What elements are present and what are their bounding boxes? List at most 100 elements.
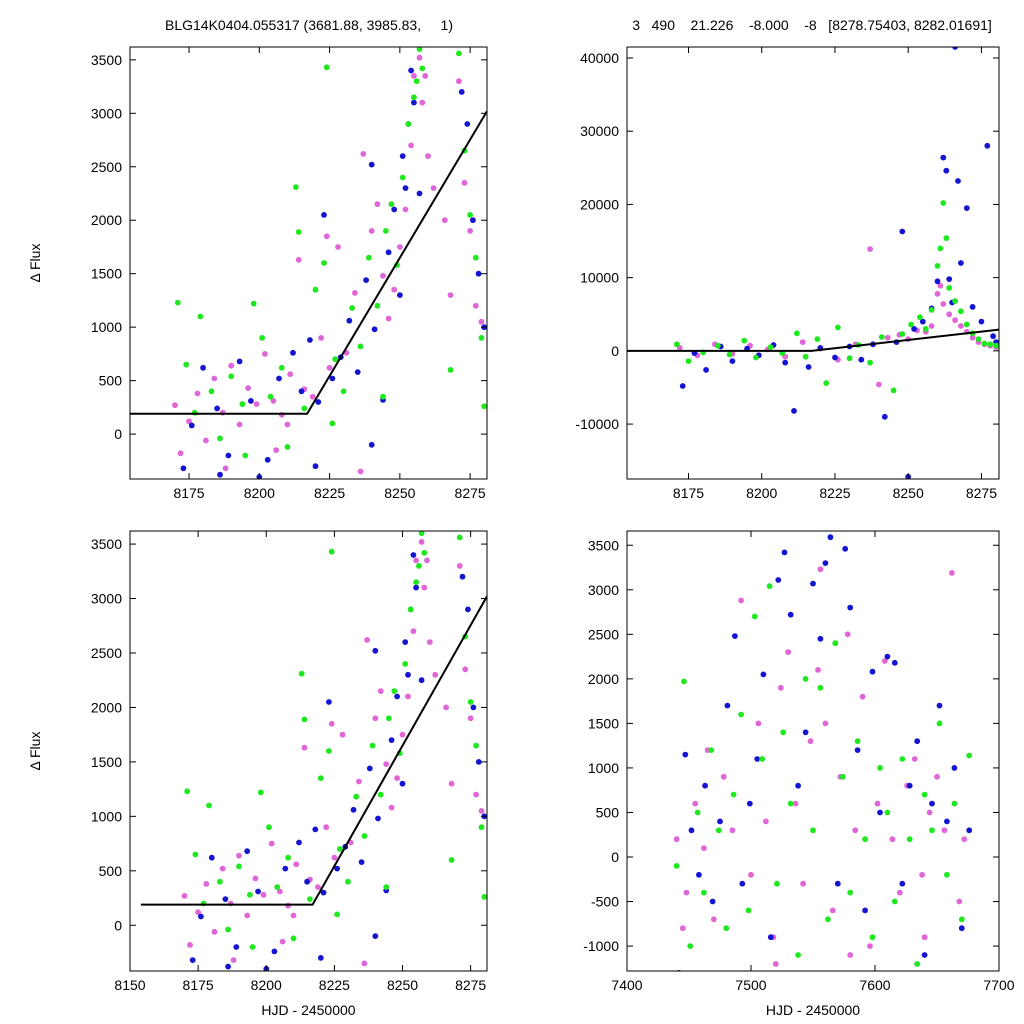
data-point-green bbox=[767, 344, 774, 351]
data-point-green bbox=[891, 898, 898, 905]
data-point-green bbox=[184, 788, 191, 795]
data-point-green bbox=[730, 791, 737, 798]
data-point-green bbox=[419, 65, 426, 72]
data-point-blue bbox=[372, 647, 379, 654]
data-point-magenta bbox=[692, 800, 699, 807]
data-point-magenta bbox=[807, 738, 814, 745]
data-point-blue bbox=[990, 333, 996, 340]
data-point-blue bbox=[827, 534, 834, 541]
data-point-blue bbox=[951, 765, 958, 771]
data-point-magenta bbox=[472, 302, 479, 309]
y-tick-label: 1500 bbox=[91, 266, 122, 282]
data-point-magenta bbox=[357, 468, 364, 475]
data-point-green bbox=[380, 393, 386, 400]
data-point-green bbox=[285, 854, 291, 861]
data-point-blue bbox=[781, 549, 788, 556]
data-point-magenta bbox=[844, 631, 851, 638]
data-point-blue bbox=[911, 326, 917, 332]
data-point-blue bbox=[255, 888, 261, 895]
data-point-green bbox=[908, 321, 914, 328]
data-point-green bbox=[467, 699, 474, 705]
data-point-green bbox=[301, 716, 308, 723]
data-point-magenta bbox=[425, 153, 431, 160]
data-point-magenta bbox=[961, 836, 968, 843]
data-point-magenta bbox=[383, 761, 390, 767]
data-point-magenta bbox=[701, 845, 707, 851]
data-point-blue bbox=[354, 369, 361, 375]
data-point-magenta bbox=[461, 179, 468, 186]
data-point-blue bbox=[760, 671, 767, 678]
data-point-magenta bbox=[777, 684, 784, 691]
data-point-blue bbox=[368, 441, 375, 448]
data-point-magenta bbox=[252, 875, 259, 882]
data-point-magenta bbox=[763, 818, 769, 825]
data-point-blue bbox=[717, 818, 723, 825]
fit-line bbox=[130, 110, 487, 415]
data-point-green bbox=[334, 911, 340, 918]
data-point-magenta bbox=[408, 142, 414, 149]
data-point-magenta bbox=[462, 666, 469, 673]
data-point-magenta bbox=[293, 861, 300, 868]
data-point-magenta bbox=[416, 54, 423, 61]
data-point-green bbox=[937, 245, 944, 252]
data-point-green bbox=[774, 880, 780, 887]
data-point-green bbox=[259, 335, 265, 341]
data-point-blue bbox=[388, 737, 395, 743]
data-point-green bbox=[402, 661, 409, 667]
x-tick-label: 8200 bbox=[251, 977, 282, 993]
data-point-blue bbox=[795, 782, 801, 789]
data-point-blue bbox=[724, 702, 731, 709]
data-point-blue bbox=[188, 422, 195, 429]
data-point-green bbox=[685, 358, 692, 364]
data-point-green bbox=[328, 548, 335, 555]
data-point-magenta bbox=[228, 362, 235, 369]
data-point-blue bbox=[208, 854, 215, 861]
data-point-magenta bbox=[326, 364, 333, 371]
data-point-green bbox=[738, 711, 744, 718]
data-point-magenta bbox=[792, 800, 799, 807]
data-point-blue bbox=[465, 606, 471, 613]
data-point-magenta bbox=[186, 418, 192, 425]
data-point-green bbox=[787, 800, 794, 807]
data-point-green bbox=[946, 285, 953, 291]
data-point-green bbox=[290, 935, 297, 942]
data-point-magenta bbox=[852, 827, 859, 834]
data-point-green bbox=[714, 342, 721, 349]
data-point-blue bbox=[958, 925, 965, 932]
data-point-magenta bbox=[181, 893, 188, 899]
data-point-green bbox=[418, 531, 425, 537]
data-point-magenta bbox=[889, 836, 896, 843]
data-point-blue bbox=[869, 668, 876, 675]
data-point-magenta bbox=[273, 447, 280, 453]
y-tick-label: 3000 bbox=[91, 591, 122, 607]
data-point-blue bbox=[952, 47, 958, 50]
data-point-green bbox=[239, 401, 246, 407]
data-point-green bbox=[217, 878, 223, 885]
data-point-green bbox=[206, 802, 212, 809]
data-point-magenta bbox=[260, 891, 267, 898]
data-point-green bbox=[981, 340, 988, 347]
data-point-blue bbox=[312, 463, 319, 470]
data-point-green bbox=[391, 688, 398, 694]
right-header-title: 3 490 21.226 -8.000 -8 [8278.75403, 8282… bbox=[632, 17, 992, 33]
data-point-magenta bbox=[772, 961, 779, 967]
y-tick-label: 3500 bbox=[91, 536, 122, 552]
data-point-magenta bbox=[926, 809, 933, 816]
data-point-magenta bbox=[867, 246, 873, 253]
data-point-blue bbox=[413, 584, 419, 591]
data-point-blue bbox=[375, 815, 381, 822]
data-point-green bbox=[416, 47, 423, 52]
data-point-magenta bbox=[467, 715, 474, 722]
data-point-green bbox=[416, 563, 422, 569]
data-point-green bbox=[936, 720, 943, 727]
data-point-blue bbox=[929, 800, 935, 807]
y-tick-label: 0 bbox=[611, 343, 619, 359]
data-point-green bbox=[295, 229, 302, 235]
data-point-green bbox=[411, 94, 417, 101]
data-point-blue bbox=[233, 944, 240, 950]
data-point-magenta bbox=[413, 557, 419, 564]
data-point-blue bbox=[969, 304, 976, 310]
data-point-blue bbox=[842, 545, 849, 552]
data-point-magenta bbox=[424, 557, 430, 564]
